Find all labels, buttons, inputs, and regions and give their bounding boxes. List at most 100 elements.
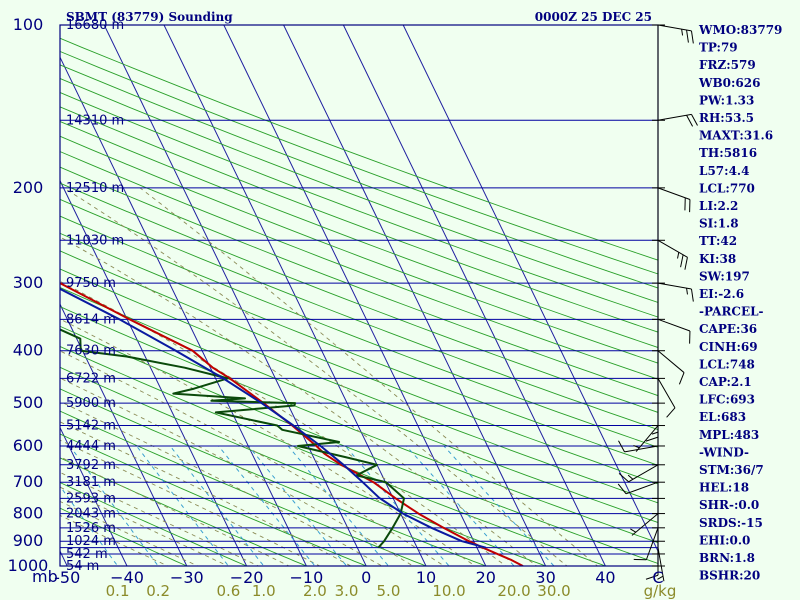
mixing-ratio-line xyxy=(248,445,348,566)
moist-adiabat-line xyxy=(60,514,169,566)
wind-barb-feather xyxy=(690,30,694,44)
wind-barbs xyxy=(59,24,698,582)
station-title: SBMT (83779) Sounding xyxy=(66,10,233,24)
pressure-label: 400 xyxy=(13,341,44,360)
wind-barb-shaft xyxy=(628,464,659,483)
mixing-ratio-label: 0.6 xyxy=(216,582,240,600)
diagram-grid xyxy=(0,25,658,566)
wind-barb-half-feather xyxy=(686,288,688,295)
dry-adiabat-line xyxy=(60,306,658,544)
height-label: 6722 m xyxy=(66,371,116,386)
stability-index: FRZ:579 xyxy=(699,58,756,72)
wind-barb-feather xyxy=(618,440,625,453)
height-label: 4444 m xyxy=(66,439,116,454)
mixing-ratio-label: 0.2 xyxy=(146,582,170,600)
stability-index: MAXT:31.6 xyxy=(699,129,773,143)
mixing-ratio-unit: g/kg xyxy=(644,582,677,600)
dry-adiabat-line xyxy=(60,182,658,413)
pressure-unit-label: mb xyxy=(32,567,58,586)
wind-barb-feather xyxy=(645,436,659,442)
wind-barb-feather xyxy=(680,254,684,268)
moist-adiabat-line xyxy=(60,500,199,566)
isotherm-line xyxy=(402,25,658,553)
mixing-ratio-line xyxy=(287,445,390,566)
height-label: 54 m xyxy=(66,559,99,574)
stability-index: LI:2.2 xyxy=(699,199,738,213)
stability-index: WB0:626 xyxy=(698,76,760,90)
wind-barb-half-feather xyxy=(681,29,684,36)
stability-index: L57:4.4 xyxy=(699,164,749,178)
stability-index: CAP:2.1 xyxy=(699,375,752,389)
wind-barb-shaft xyxy=(657,350,685,373)
height-label: 11030 m xyxy=(66,233,124,248)
dry-adiabat-line xyxy=(60,64,658,289)
stability-index: RH:53.5 xyxy=(699,111,754,125)
mixing-ratio-label: 2.0 xyxy=(303,582,327,600)
height-label: 9750 m xyxy=(66,276,116,291)
wind-barb-feather xyxy=(617,483,627,495)
isotherm-line xyxy=(0,25,7,566)
mixing-ratio-label: 1.0 xyxy=(252,582,276,600)
stability-index: SI:1.8 xyxy=(699,217,739,231)
moist-adiabat-line xyxy=(60,400,383,566)
stability-index: TT:42 xyxy=(699,234,737,248)
wind-barb-feather xyxy=(691,114,698,126)
height-label: 5142 m xyxy=(66,419,116,434)
dry-adiabat-line xyxy=(60,198,658,431)
wind-barb-shaft xyxy=(657,239,688,258)
wind-barb-half-feather xyxy=(627,474,634,480)
sounding-time: 0000Z 25 DEC 25 xyxy=(535,10,652,24)
dry-adiabat-line xyxy=(60,135,658,364)
moist-adiabat-line xyxy=(139,187,599,566)
stability-index: SRDS:-15 xyxy=(699,516,763,530)
wind-barb-shaft xyxy=(657,282,692,290)
height-label: 1526 m xyxy=(66,521,116,536)
pressure-label: 700 xyxy=(13,472,44,491)
temperature-tick-label: 0 xyxy=(361,568,371,587)
temperature-tick-label: −20 xyxy=(230,568,264,587)
stability-index: -PARCEL- xyxy=(699,305,764,319)
height-label: 3792 m xyxy=(66,458,116,473)
stability-index: BRN:1.8 xyxy=(699,551,755,565)
stability-index: -WIND- xyxy=(699,445,749,459)
stability-index: LCL:748 xyxy=(699,357,755,371)
stability-index: TP:79 xyxy=(699,41,738,55)
wind-barb-feather xyxy=(686,29,689,43)
pressure-label: 900 xyxy=(13,531,44,550)
wind-barb-feather xyxy=(684,257,688,270)
wind-barb-shaft xyxy=(631,513,659,536)
height-label: 2043 m xyxy=(66,507,116,522)
isotherm-line xyxy=(103,25,367,566)
wind-barb-shaft xyxy=(657,378,676,409)
plot-frame xyxy=(59,24,659,567)
moist-adiabat-line xyxy=(60,236,538,566)
wind-barb-feather xyxy=(618,473,629,483)
dry-adiabat-line xyxy=(60,166,658,397)
dry-adiabat-line xyxy=(60,215,658,448)
temperature-tick-label: −30 xyxy=(170,568,204,587)
dry-adiabat-line xyxy=(60,151,658,380)
dry-adiabat-line xyxy=(60,120,658,348)
pressure-label: 200 xyxy=(13,178,44,197)
temperature-tick-label: 40 xyxy=(595,568,615,587)
moist-adiabat-line xyxy=(63,187,568,566)
stability-index: CINH:69 xyxy=(699,340,758,354)
wind-barb-feather xyxy=(686,114,694,127)
mixing-ratio-label: 20.0 xyxy=(497,582,530,600)
dry-adiabat-line xyxy=(60,106,658,333)
mixing-ratio-line xyxy=(406,445,515,566)
wind-barb-half-feather xyxy=(657,575,664,580)
pressure-label: 300 xyxy=(13,273,44,292)
dry-adiabat-line xyxy=(60,366,547,566)
mixing-ratio-label: 5.0 xyxy=(377,582,401,600)
dry-adiabat-line xyxy=(60,433,368,566)
parcel-trace xyxy=(60,287,487,549)
wind-barb-shaft xyxy=(624,445,659,453)
dry-adiabat-line xyxy=(60,346,607,566)
dry-adiabat-line xyxy=(60,250,658,485)
height-label: 12510 m xyxy=(66,181,124,196)
wind-barb-shaft xyxy=(625,481,659,495)
wind-barb-shaft xyxy=(657,547,665,582)
pressure-label: 800 xyxy=(13,504,44,523)
